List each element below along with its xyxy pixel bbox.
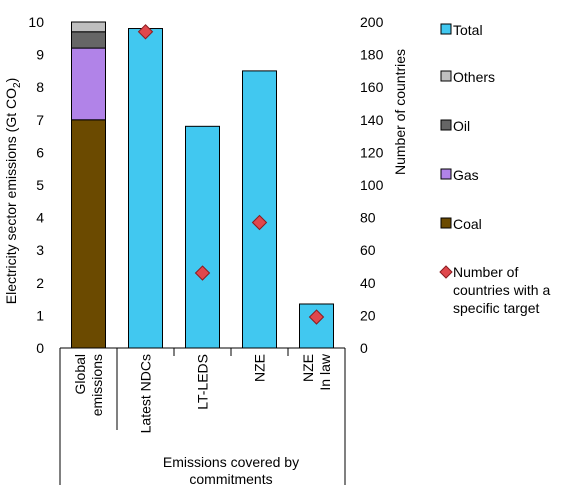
legend-swatch-total [440,23,452,35]
right-tick-label: 40 [360,275,376,291]
country-count-marker [137,24,154,40]
total-bar [242,70,277,349]
legend-swatch-gas [440,168,452,180]
stacked-segment-gas [71,47,106,121]
legend-swatch-oil [440,119,452,131]
right-tick-label: 200 [360,14,384,30]
left-tick-label: 7 [36,112,44,128]
legend-swatch-others [440,70,452,82]
left-tick-label: 9 [36,47,44,63]
left-tick-label: 2 [36,275,44,291]
right-tick-label: 0 [360,340,368,356]
right-tick-label: 100 [360,177,384,193]
group-label: Emissions covered by [163,454,299,470]
category-label: NZE [252,354,268,382]
category-label: emissions [89,354,105,416]
category-label: NZE [300,354,316,382]
right-tick-label: 180 [360,47,384,63]
legend-swatch-marker [439,265,453,279]
total-bar [185,125,220,349]
group-label: commitments [189,471,272,487]
legend-label: specific target [453,300,539,316]
left-tick-label: 1 [36,307,44,323]
category-label: Global [72,354,88,394]
left-tick-label: 3 [36,242,44,258]
country-count-marker [308,309,325,325]
stacked-segment-others [71,21,106,33]
left-tick-label: 10 [28,14,44,30]
legend-label: Gas [453,167,479,183]
legend-label: Total [453,22,483,38]
left-tick-label: 8 [36,79,44,95]
country-count-marker [251,214,268,231]
legend-label: Oil [453,118,470,134]
right-tick-label: 160 [360,79,384,95]
legend-label: Coal [453,216,482,232]
legend-label: countries with a [453,282,550,298]
legend-label: Number of [453,264,518,280]
legend-swatch-coal [440,217,452,229]
category-label: Latest NDCs [138,354,154,433]
right-tick-label: 140 [360,112,384,128]
legend-label: Others [453,69,495,85]
left-tick-label: 5 [36,177,44,193]
y-axis-left-title: Electricity sector emissions (Gt CO2) [3,78,23,305]
category-label: LT-LEDS [195,354,211,410]
right-tick-label: 120 [360,144,384,160]
right-tick-label: 20 [360,307,376,323]
total-bar [128,28,163,349]
left-tick-label: 0 [36,340,44,356]
stacked-segment-coal [71,119,106,349]
country-count-marker [194,265,211,281]
category-label: In law [317,353,333,390]
right-tick-label: 80 [360,210,376,226]
left-tick-label: 4 [36,210,44,226]
stacked-segment-oil [71,31,106,49]
left-tick-label: 6 [36,144,44,160]
y-axis-right-title: Number of countries [392,49,408,175]
right-tick-label: 60 [360,242,376,258]
